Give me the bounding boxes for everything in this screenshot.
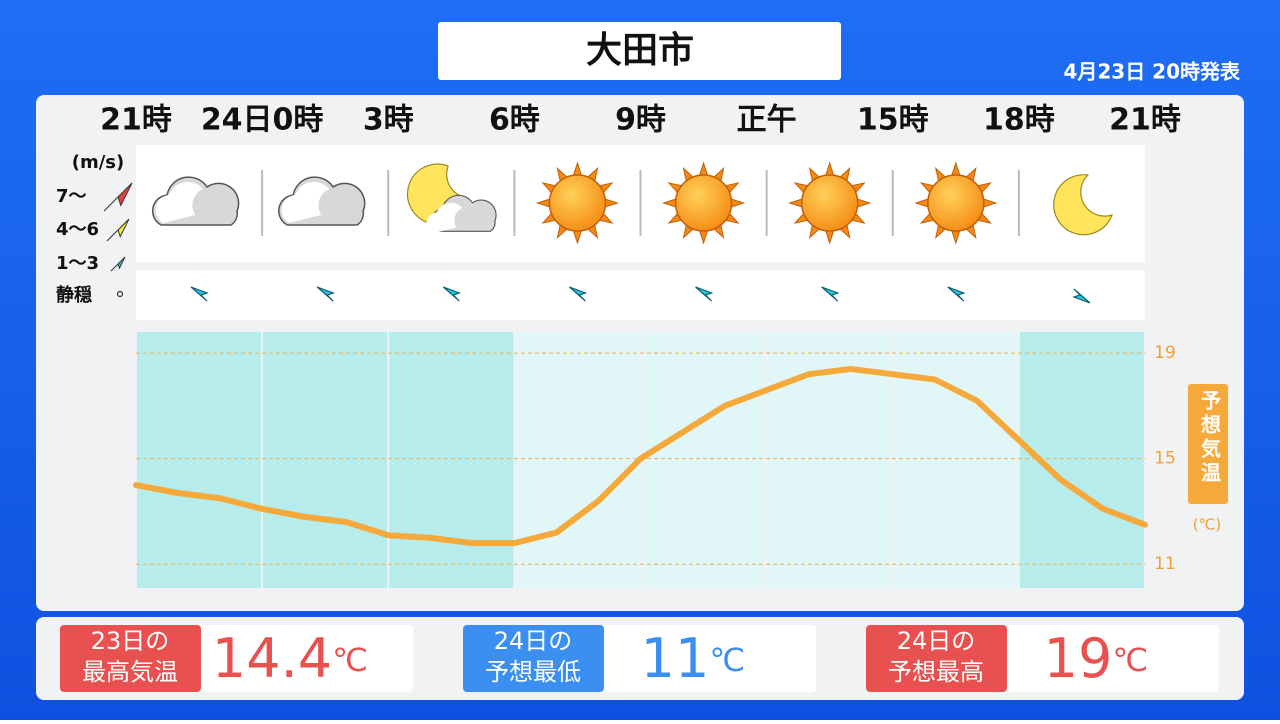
wind-arrow — [695, 286, 714, 302]
wind-arrow — [569, 286, 588, 302]
card-unit: ℃ — [1112, 641, 1148, 679]
time-label: 正午 — [737, 103, 797, 138]
card-label: 最高気温 — [82, 658, 178, 686]
wind-arrow — [190, 286, 209, 302]
weather-icon — [151, 176, 240, 226]
time-label: 6時 — [489, 103, 540, 138]
time-label: 9時 — [615, 103, 666, 138]
title: 大田市 — [586, 30, 694, 71]
sun-disc — [548, 174, 607, 232]
time-label: 21時 — [100, 103, 172, 138]
weather-icon — [1053, 174, 1113, 236]
weather-icon — [661, 161, 746, 245]
card-label-box — [866, 625, 1007, 692]
card-label: 24日の — [494, 627, 573, 655]
wind-legend-arrow — [103, 182, 133, 212]
card-label: 予想最低 — [485, 658, 581, 686]
weather-icon — [914, 161, 998, 245]
card-unit: ℃ — [709, 641, 745, 679]
y-unit: (℃) — [1193, 516, 1222, 534]
temperature-line — [133, 365, 1148, 547]
moon-shape — [1053, 174, 1113, 236]
wind-level: 4〜6 — [56, 219, 99, 240]
cloud-highlight — [426, 202, 463, 234]
y-tick-label: 19 — [1154, 343, 1176, 363]
y-tick-label: 15 — [1154, 449, 1176, 469]
wind-legend-arrow — [106, 218, 130, 242]
wind-arrow — [1072, 288, 1091, 304]
wind-unit: (m/s) — [72, 152, 125, 173]
weather-icon — [406, 163, 497, 234]
wind-row — [136, 270, 1145, 320]
weather-icon — [535, 161, 620, 245]
chart-column — [515, 332, 640, 588]
chart-column — [641, 332, 766, 588]
issued-time: 4月23日 20時発表 — [1063, 60, 1241, 84]
wind-level: 1〜3 — [56, 253, 99, 274]
card-value: 11℃ — [641, 627, 746, 690]
sun-disc — [800, 174, 859, 232]
sun-disc — [927, 174, 985, 232]
card-unit: ℃ — [332, 641, 368, 679]
chart-column — [767, 332, 892, 588]
card-label-box — [463, 625, 604, 692]
time-label: 3時 — [363, 103, 414, 138]
chart-column — [893, 332, 1018, 588]
card-number: 14.4 — [212, 627, 332, 690]
y-axis-label: 予想気温 — [1198, 390, 1222, 486]
card-value: 14.4℃ — [212, 627, 368, 690]
sun-disc — [674, 174, 733, 232]
wind-legend-arrow — [110, 256, 126, 272]
card-label: 24日の — [897, 627, 976, 655]
y-label-box — [1188, 384, 1228, 504]
card-value: 19℃ — [1044, 627, 1149, 690]
chart-column — [263, 332, 388, 588]
cloud-highlight — [281, 181, 330, 223]
wind-level: 静穏 — [56, 284, 92, 306]
wind-arrow — [821, 286, 840, 302]
wind-arrow — [442, 286, 462, 302]
title-box — [438, 22, 841, 80]
chart-column — [137, 332, 262, 588]
time-label: 21時 — [1109, 103, 1181, 138]
weather-icon — [788, 161, 872, 245]
card-label-box — [60, 625, 201, 692]
time-label: 15時 — [857, 103, 929, 138]
card-label: 23日の — [91, 627, 170, 655]
chart-column — [389, 332, 514, 588]
time-label: 24日0時 — [201, 103, 324, 138]
wind-arrow — [947, 286, 966, 302]
time-label: 18時 — [983, 103, 1055, 138]
weather-icon — [278, 176, 366, 226]
wind-level: 7〜 — [56, 186, 87, 207]
wind-arrow — [316, 286, 335, 302]
y-tick-label: 11 — [1154, 554, 1176, 574]
cloud-highlight — [155, 181, 204, 223]
calm-mark — [116, 290, 124, 298]
card-label: 予想最高 — [888, 658, 984, 686]
card-number: 11 — [641, 627, 710, 690]
card-number: 19 — [1044, 627, 1113, 690]
